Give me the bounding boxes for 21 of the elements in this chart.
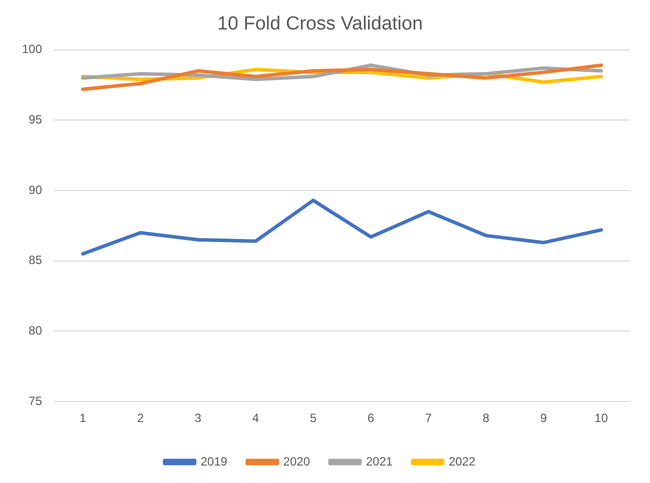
y-tick-label: 80 — [28, 324, 42, 338]
x-tick-label: 8 — [482, 411, 490, 426]
chart-title: 10 Fold Cross Validation — [217, 14, 423, 35]
y-tick-label: 95 — [28, 112, 42, 126]
x-tick-label: 7 — [425, 411, 432, 426]
x-tick-label: 6 — [367, 411, 374, 426]
y-tick-label: 100 — [22, 42, 42, 56]
y-tick-label: 85 — [28, 253, 42, 268]
x-tick-label: 10 — [594, 411, 608, 426]
legend-label: 2021 — [366, 454, 394, 468]
legend-label: 2019 — [200, 454, 228, 468]
x-tick-label: 2 — [137, 411, 144, 426]
x-tick-label: 4 — [252, 411, 260, 426]
legend-label: 2020 — [283, 454, 310, 468]
legend-label: 2022 — [448, 454, 476, 468]
y-tick-label: 90 — [28, 182, 42, 197]
x-tick-label: 5 — [310, 411, 317, 426]
x-tick-label: 9 — [540, 411, 548, 426]
x-tick-label: 1 — [79, 411, 86, 426]
x-tick-label: 3 — [194, 411, 202, 426]
y-tick-label: 75 — [28, 394, 42, 408]
